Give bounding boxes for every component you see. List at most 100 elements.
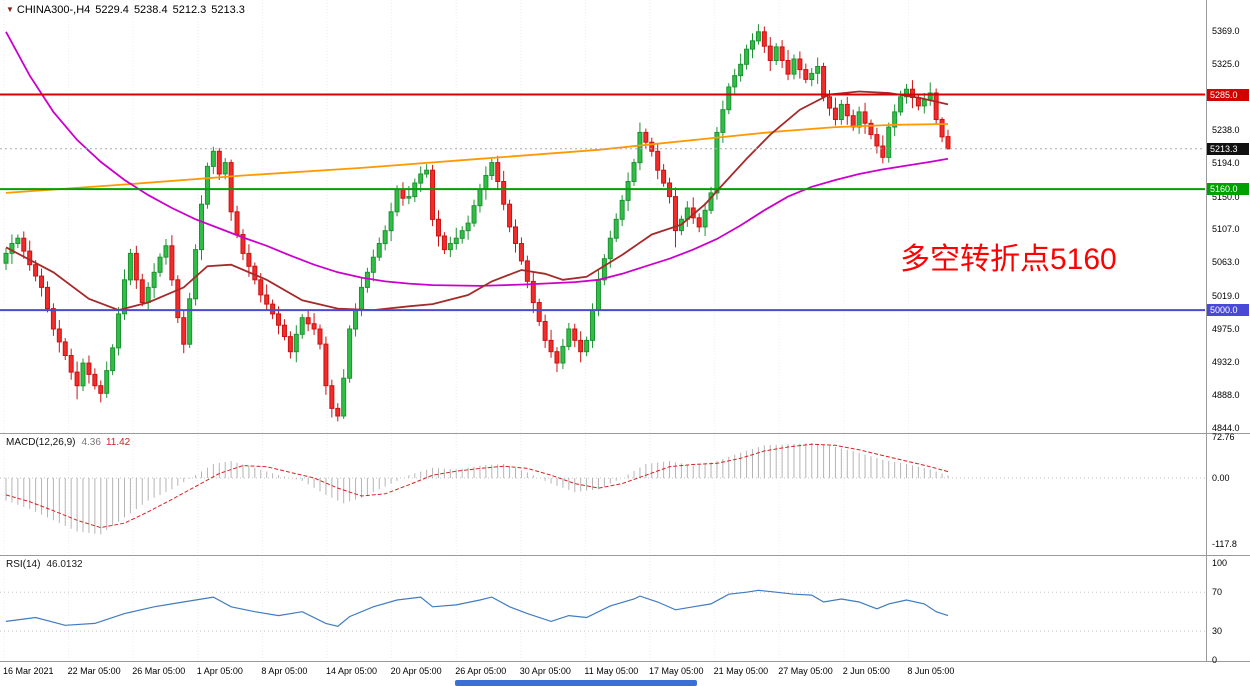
candle-body: [507, 203, 513, 228]
candle-body: [489, 162, 495, 177]
candle-body: [98, 385, 104, 394]
candle-body: [80, 362, 86, 387]
candle-body: [145, 286, 151, 303]
candle-body: [335, 407, 341, 417]
support-price-badge: 5160.0: [1207, 183, 1249, 196]
candle-body: [726, 86, 732, 111]
candle-body: [850, 115, 856, 128]
candle-body: [892, 111, 898, 128]
ma-darkred: [5, 90, 949, 312]
candle-body: [477, 188, 483, 207]
candle-body: [661, 169, 667, 184]
candle-body: [86, 362, 92, 375]
candle-body: [755, 31, 761, 42]
candle-body: [311, 323, 317, 330]
rsi-axis-label: 70: [1212, 587, 1223, 598]
symbol-marker-icon: ▼: [6, 5, 14, 14]
rsi-name: RSI(14): [6, 559, 41, 570]
macd-axis-label: 0.00: [1212, 473, 1230, 483]
candle-body: [720, 109, 726, 133]
candle-body: [376, 243, 382, 258]
round-number-price-badge: 5000.0: [1207, 304, 1249, 317]
candle-body: [518, 243, 524, 262]
candle-body: [74, 371, 80, 387]
candle-body: [204, 165, 210, 205]
symbol-info: ▼ CHINA300-,H4 5229.4 5238.4 5212.3 5213.3: [6, 4, 245, 16]
candle-body: [578, 339, 584, 353]
candle-body: [738, 63, 744, 77]
time-label: 21 May 05:00: [713, 666, 769, 676]
candle-body: [915, 97, 921, 107]
candle-body: [329, 385, 335, 409]
candle-body: [921, 99, 927, 107]
candle-body: [281, 324, 287, 338]
candle-body: [572, 328, 578, 341]
candle-body: [749, 40, 755, 50]
candle-body: [779, 46, 785, 62]
time-label: 8 Apr 05:00: [261, 666, 308, 676]
price-tick-label: 4932.0: [1212, 356, 1240, 367]
macd-indicator-label: MACD(12,26,9) 4.36 11.42: [6, 437, 130, 448]
time-label: 2 Jun 05:00: [842, 666, 890, 676]
macd-main-value: 4.36: [81, 437, 101, 448]
candle-body: [643, 131, 649, 143]
candle-body: [169, 245, 175, 281]
candle-body: [3, 252, 9, 264]
candle-body: [548, 339, 554, 353]
candle-body: [785, 60, 791, 75]
candle-body: [27, 250, 33, 266]
time-label: 11 May 05:00: [584, 666, 639, 676]
candle-body: [21, 237, 27, 252]
candle-body: [945, 136, 951, 150]
candle-body: [430, 169, 436, 220]
candle-body: [732, 75, 738, 88]
candle-body: [702, 209, 708, 228]
time-label: 27 May 05:00: [778, 666, 833, 676]
candle-body: [459, 230, 465, 239]
candle-body: [199, 203, 205, 251]
candle-body: [773, 46, 779, 62]
candle-body: [904, 88, 910, 98]
price-tick-label: 4888.0: [1212, 389, 1240, 400]
candle-body: [761, 31, 767, 47]
candle-body: [815, 66, 821, 74]
candle-body: [104, 370, 110, 394]
rsi-value: 46.0132: [46, 559, 83, 570]
candle-body: [655, 150, 661, 171]
bar-open-value: 5229.4: [95, 4, 129, 16]
trade-annotation: 多空转折点5160: [900, 243, 1117, 276]
time-label: 14 Apr 05:00: [326, 666, 378, 676]
candle-body: [672, 196, 678, 232]
candle-body: [584, 339, 590, 353]
ma-orange: [5, 123, 949, 194]
candle-body: [287, 336, 293, 353]
candle-body: [613, 218, 619, 239]
candle-body: [317, 328, 323, 345]
candle-body: [619, 199, 625, 220]
candle-body: [542, 321, 548, 341]
candle-body: [175, 279, 181, 319]
candle-body: [276, 313, 282, 326]
price-tick-label: 4844.0: [1212, 423, 1240, 434]
candle-body: [358, 286, 364, 311]
candle-body: [803, 69, 809, 80]
candle-body: [347, 328, 353, 379]
rsi-line: [5, 589, 949, 627]
macd-signal-value: 11.42: [105, 437, 131, 448]
horizontal-scrollbar-thumb[interactable]: [455, 680, 697, 686]
candle-body: [406, 196, 412, 199]
candle-body: [305, 317, 311, 325]
candle-body: [483, 175, 489, 190]
candle-body: [353, 309, 359, 330]
candle-body: [513, 226, 519, 244]
candle-body: [868, 122, 874, 136]
candle-body: [299, 317, 305, 335]
candle-body: [797, 58, 803, 71]
candle-body: [110, 347, 116, 372]
candle-body: [68, 355, 74, 373]
bar-close-value: 5213.3: [211, 4, 245, 16]
time-label: 20 Apr 05:00: [390, 666, 442, 676]
candle-body: [222, 162, 228, 175]
candle-body: [856, 111, 862, 128]
